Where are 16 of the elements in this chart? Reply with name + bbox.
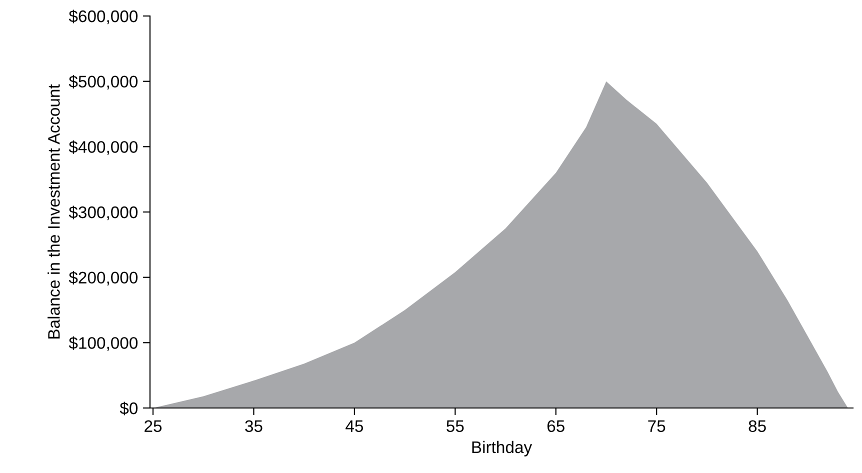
x-tick-label: 45 — [346, 420, 364, 432]
x-tick-label: 85 — [748, 420, 766, 432]
x-tick-label: 55 — [446, 420, 464, 432]
y-tick-label: $300,000 — [68, 206, 138, 220]
x-tick-label: 65 — [547, 420, 564, 432]
x-tick-label: 75 — [648, 420, 666, 432]
y-tick-label: $100,000 — [68, 336, 138, 351]
x-tick-label: 25 — [144, 420, 162, 432]
y-tick-label: $500,000 — [68, 75, 138, 90]
y-axis-title: Balance in the Investment Account — [48, 84, 60, 338]
x-tick-label: 35 — [245, 420, 262, 432]
x-axis-title: Birthday — [472, 440, 532, 456]
y-tick-label: $400,000 — [68, 140, 138, 155]
y-tick-label: $200,000 — [68, 271, 138, 286]
y-tick-label: $600,000 — [68, 10, 138, 24]
y-tick-label: $0 — [120, 402, 138, 416]
